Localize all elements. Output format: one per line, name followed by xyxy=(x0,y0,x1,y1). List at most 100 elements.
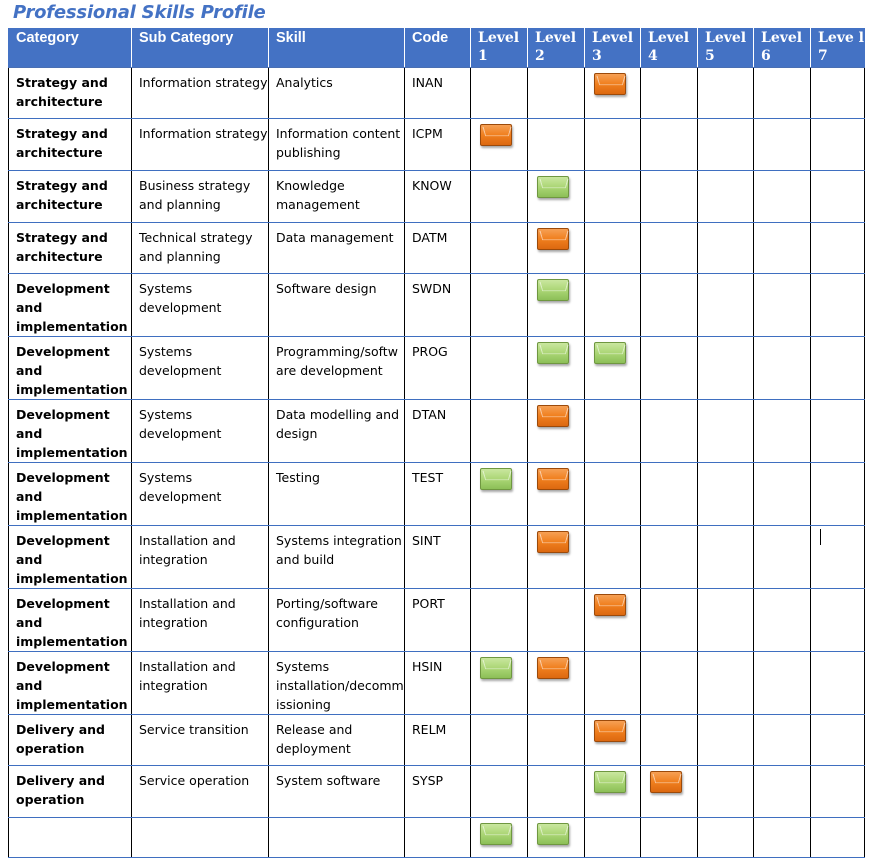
code-cell[interactable]: ICPM xyxy=(404,118,471,171)
level-1-cell[interactable] xyxy=(470,170,528,223)
level-6-cell[interactable] xyxy=(753,399,811,463)
level-4-cell[interactable] xyxy=(640,273,698,337)
sub-category-cell[interactable]: Information strategy xyxy=(131,118,269,171)
level-7-cell[interactable] xyxy=(810,525,865,589)
code-cell[interactable]: PORT xyxy=(404,588,471,652)
level-7-cell[interactable] xyxy=(810,222,865,274)
level-1-cell[interactable] xyxy=(470,525,528,589)
level-4-cell[interactable] xyxy=(640,525,698,589)
level-5-cell[interactable] xyxy=(697,118,754,171)
level-3-cell[interactable] xyxy=(584,273,641,337)
level-6-cell[interactable] xyxy=(753,525,811,589)
category-cell[interactable] xyxy=(8,817,132,858)
level-3-cell[interactable] xyxy=(584,118,641,171)
skill-cell[interactable]: Data modelling and design xyxy=(268,399,405,463)
category-cell[interactable]: Development and implementation xyxy=(8,273,132,337)
skill-cell[interactable]: Release and deployment xyxy=(268,714,405,766)
level-4-cell[interactable] xyxy=(640,399,698,463)
level-2-cell[interactable] xyxy=(527,714,585,766)
skill-cell[interactable]: Information content publishing xyxy=(268,118,405,171)
level-3-cell[interactable] xyxy=(584,651,641,715)
level-7-cell[interactable] xyxy=(810,817,865,858)
sub-category-cell[interactable]: Installation and integration xyxy=(131,588,269,652)
level-5-cell[interactable] xyxy=(697,651,754,715)
level-2-cell[interactable] xyxy=(527,273,585,337)
code-cell[interactable]: PROG xyxy=(404,336,471,400)
level-1-cell[interactable] xyxy=(470,588,528,652)
header-level-1[interactable]: Level 1 xyxy=(470,28,528,68)
level-6-cell[interactable] xyxy=(753,588,811,652)
skill-cell[interactable] xyxy=(268,817,405,858)
level-3-cell[interactable] xyxy=(584,714,641,766)
header-skill[interactable]: Skill xyxy=(268,28,405,68)
level-6-cell[interactable] xyxy=(753,118,811,171)
code-cell[interactable]: INAN xyxy=(404,67,471,119)
sub-category-cell[interactable] xyxy=(131,817,269,858)
level-2-cell[interactable] xyxy=(527,336,585,400)
header-code[interactable]: Code xyxy=(404,28,471,68)
level-2-cell[interactable] xyxy=(527,67,585,119)
level-2-cell[interactable] xyxy=(527,588,585,652)
level-1-cell[interactable] xyxy=(470,399,528,463)
category-cell[interactable]: Development and implementation xyxy=(8,336,132,400)
level-3-cell[interactable] xyxy=(584,817,641,858)
level-3-cell[interactable] xyxy=(584,336,641,400)
skill-cell[interactable]: Testing xyxy=(268,462,405,526)
level-4-cell[interactable] xyxy=(640,714,698,766)
level-2-cell[interactable] xyxy=(527,651,585,715)
level-2-cell[interactable] xyxy=(527,817,585,858)
code-cell[interactable]: KNOW xyxy=(404,170,471,223)
level-1-cell[interactable] xyxy=(470,118,528,171)
level-4-cell[interactable] xyxy=(640,170,698,223)
level-7-cell[interactable] xyxy=(810,118,865,171)
skill-cell[interactable]: Analytics xyxy=(268,67,405,119)
level-3-cell[interactable] xyxy=(584,399,641,463)
level-2-cell[interactable] xyxy=(527,170,585,223)
level-6-cell[interactable] xyxy=(753,462,811,526)
level-7-cell[interactable] xyxy=(810,588,865,652)
code-cell[interactable]: HSIN xyxy=(404,651,471,715)
skill-cell[interactable]: Knowledge management xyxy=(268,170,405,223)
level-3-cell[interactable] xyxy=(584,462,641,526)
category-cell[interactable]: Development and implementation xyxy=(8,651,132,715)
level-5-cell[interactable] xyxy=(697,273,754,337)
level-5-cell[interactable] xyxy=(697,170,754,223)
level-5-cell[interactable] xyxy=(697,222,754,274)
category-cell[interactable]: Development and implementation xyxy=(8,588,132,652)
level-6-cell[interactable] xyxy=(753,336,811,400)
level-4-cell[interactable] xyxy=(640,817,698,858)
level-7-cell[interactable] xyxy=(810,336,865,400)
level-7-cell[interactable] xyxy=(810,462,865,526)
level-7-cell[interactable] xyxy=(810,273,865,337)
skill-cell[interactable]: Data management xyxy=(268,222,405,274)
skill-cell[interactable]: Systems integration and build xyxy=(268,525,405,589)
level-5-cell[interactable] xyxy=(697,67,754,119)
code-cell[interactable] xyxy=(404,817,471,858)
header-sub-category[interactable]: Sub Category xyxy=(131,28,269,68)
sub-category-cell[interactable]: Systems development xyxy=(131,462,269,526)
skill-cell[interactable]: Software design xyxy=(268,273,405,337)
level-6-cell[interactable] xyxy=(753,222,811,274)
level-2-cell[interactable] xyxy=(527,525,585,589)
skill-cell[interactable]: Systems installation/decommissioning xyxy=(268,651,405,715)
level-2-cell[interactable] xyxy=(527,399,585,463)
level-1-cell[interactable] xyxy=(470,817,528,858)
level-4-cell[interactable] xyxy=(640,67,698,119)
level-5-cell[interactable] xyxy=(697,588,754,652)
level-6-cell[interactable] xyxy=(753,817,811,858)
level-4-cell[interactable] xyxy=(640,588,698,652)
level-4-cell[interactable] xyxy=(640,222,698,274)
code-cell[interactable]: SINT xyxy=(404,525,471,589)
category-cell[interactable]: Development and implementation xyxy=(8,525,132,589)
sub-category-cell[interactable]: Technical strategy and planning xyxy=(131,222,269,274)
sub-category-cell[interactable]: Service transition xyxy=(131,714,269,766)
level-7-cell[interactable] xyxy=(810,170,865,223)
sub-category-cell[interactable]: Systems development xyxy=(131,273,269,337)
category-cell[interactable]: Delivery and operation xyxy=(8,714,132,766)
skill-cell[interactable]: Programming/software development xyxy=(268,336,405,400)
level-4-cell[interactable] xyxy=(640,118,698,171)
level-4-cell[interactable] xyxy=(640,651,698,715)
header-level-5[interactable]: Level 5 xyxy=(697,28,754,68)
level-6-cell[interactable] xyxy=(753,170,811,223)
category-cell[interactable]: Strategy and architecture xyxy=(8,118,132,171)
